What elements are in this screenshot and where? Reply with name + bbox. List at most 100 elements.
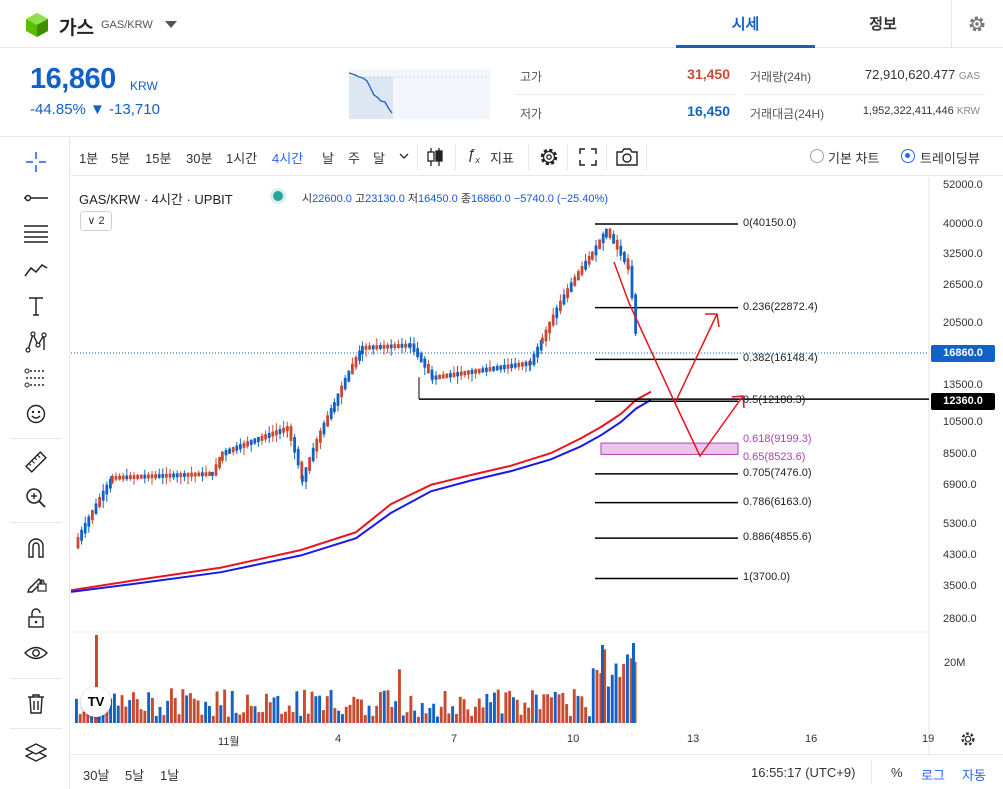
volume-bar xyxy=(238,714,242,723)
tradingview-logo-icon[interactable]: TV xyxy=(81,687,111,717)
toolbar-divider xyxy=(10,438,62,439)
text-tool-icon[interactable] xyxy=(22,292,50,320)
volume-bar xyxy=(166,700,170,723)
coin-dropdown-icon[interactable] xyxy=(165,21,177,28)
candle-up xyxy=(340,385,343,398)
candle-down xyxy=(594,245,598,256)
candle-up xyxy=(393,344,397,349)
volume-bar xyxy=(405,712,409,723)
interval-30m[interactable]: 30분 xyxy=(186,151,213,166)
auto-scale-toggle[interactable]: 자동 xyxy=(962,768,986,783)
emoji-icon[interactable] xyxy=(22,400,50,428)
fib-retracement-icon[interactable] xyxy=(22,220,50,248)
interval-week[interactable]: 주 xyxy=(348,151,360,166)
log-scale-toggle[interactable]: 로그 xyxy=(921,768,945,783)
interval-1m[interactable]: 1분 xyxy=(79,151,99,166)
tab-info[interactable]: 정보 xyxy=(869,16,897,33)
range-5d[interactable]: 5날 xyxy=(125,768,145,783)
ruler-icon[interactable] xyxy=(22,448,50,476)
low-label: 저가 xyxy=(520,107,543,121)
candle-up xyxy=(441,374,445,379)
change-absolute: ▼ -13,710 xyxy=(90,101,160,118)
indicator-fx-icon[interactable]: ƒx xyxy=(467,146,480,165)
coin-pair[interactable]: GAS/KRW xyxy=(101,19,153,31)
candle-up xyxy=(214,464,218,476)
candle-up xyxy=(397,344,400,348)
projection-arrow-1 xyxy=(613,261,718,405)
zoom-in-icon[interactable] xyxy=(22,484,50,512)
volume-bar xyxy=(139,709,143,723)
candle-type-icon[interactable] xyxy=(426,147,444,167)
fullscreen-icon[interactable] xyxy=(579,148,597,166)
indicator-button[interactable]: 지표 xyxy=(490,151,514,166)
candle-down xyxy=(94,503,98,514)
interval-day[interactable]: 날 xyxy=(322,151,334,166)
volume-bar xyxy=(303,689,306,723)
candle-down xyxy=(304,467,308,482)
interval-15m[interactable]: 15분 xyxy=(145,151,172,166)
interval-5m[interactable]: 5분 xyxy=(111,151,131,166)
current-price-tag: 16860.0 xyxy=(931,345,995,362)
time-tick-label: 4 xyxy=(335,733,342,745)
basic-chart-label[interactable]: 기본 차트 xyxy=(828,151,880,166)
interval-dropdown-icon[interactable] xyxy=(399,153,409,160)
volume-axis-label: 20M xyxy=(944,657,966,669)
trading-view-label[interactable]: 트레이딩뷰 xyxy=(920,151,980,166)
price-tick-label: 5300.0 xyxy=(943,518,977,531)
price-tick-label: 32500.0 xyxy=(943,248,983,261)
trading-view-radio[interactable] xyxy=(901,149,915,163)
percent-scale-toggle[interactable]: % xyxy=(891,765,903,780)
ohlc-change: −5740.0 (−25.40%) xyxy=(513,193,608,205)
interval-4h[interactable]: 4시간 xyxy=(272,151,304,166)
tab-market[interactable]: 시세 xyxy=(676,0,815,48)
candle-down xyxy=(322,422,326,435)
volume-bar xyxy=(337,710,341,723)
interval-1h[interactable]: 1시간 xyxy=(226,151,258,166)
price-chart[interactable] xyxy=(71,177,1003,754)
crosshair-icon[interactable] xyxy=(22,148,50,176)
high-label: 고가 xyxy=(520,70,543,84)
clock-timezone[interactable]: 16:55:17 (UTC+9) xyxy=(751,765,856,780)
gas-coin-logo-icon xyxy=(26,13,48,37)
chart-area[interactable]: GAS/KRW · 4시간 · UPBIT 시22600.0 고23130.0 … xyxy=(71,177,1003,789)
trash-icon[interactable] xyxy=(22,690,50,718)
volume-bar xyxy=(246,694,249,723)
candle-down xyxy=(423,358,427,368)
volume-bar xyxy=(379,692,382,723)
volume-bar xyxy=(629,658,633,723)
layers-icon[interactable] xyxy=(22,738,50,766)
legend-collapse-button[interactable]: ∨ 2 xyxy=(80,211,112,231)
volume-bar xyxy=(409,695,413,723)
volume-bar xyxy=(607,686,610,723)
amount-unit: KRW xyxy=(956,106,980,117)
candle-up xyxy=(517,362,521,368)
volume-bar xyxy=(550,697,553,723)
trend-line-icon[interactable] xyxy=(22,184,50,212)
candle-down xyxy=(371,345,375,350)
lock-drawing-icon[interactable] xyxy=(22,568,50,596)
xabcd-pattern-icon[interactable] xyxy=(22,328,50,356)
candle-down xyxy=(80,529,83,541)
axis-settings-icon[interactable] xyxy=(959,730,977,748)
volume-bar xyxy=(626,654,629,723)
camera-icon[interactable] xyxy=(616,148,638,166)
magnet-icon[interactable] xyxy=(22,534,50,562)
volume-bar xyxy=(436,716,439,723)
settings-gear-icon[interactable] xyxy=(967,14,987,34)
interval-month[interactable]: 달 xyxy=(373,151,385,166)
candle-up xyxy=(76,537,80,549)
coin-name[interactable]: 가스 xyxy=(59,18,94,39)
unlock-icon[interactable] xyxy=(22,604,50,632)
volume-bar xyxy=(420,702,424,723)
range-1d[interactable]: 1날 xyxy=(160,768,180,783)
chart-settings-icon[interactable] xyxy=(539,147,559,167)
candle-down xyxy=(161,473,165,478)
range-30d[interactable]: 30날 xyxy=(83,768,110,783)
volume-bar xyxy=(280,713,284,723)
basic-chart-radio[interactable] xyxy=(810,149,824,163)
visibility-icon[interactable] xyxy=(22,640,50,668)
pattern-icon[interactable] xyxy=(22,256,50,284)
prediction-icon[interactable] xyxy=(22,364,50,392)
candle-up xyxy=(315,439,319,452)
volume-bar xyxy=(147,692,151,723)
